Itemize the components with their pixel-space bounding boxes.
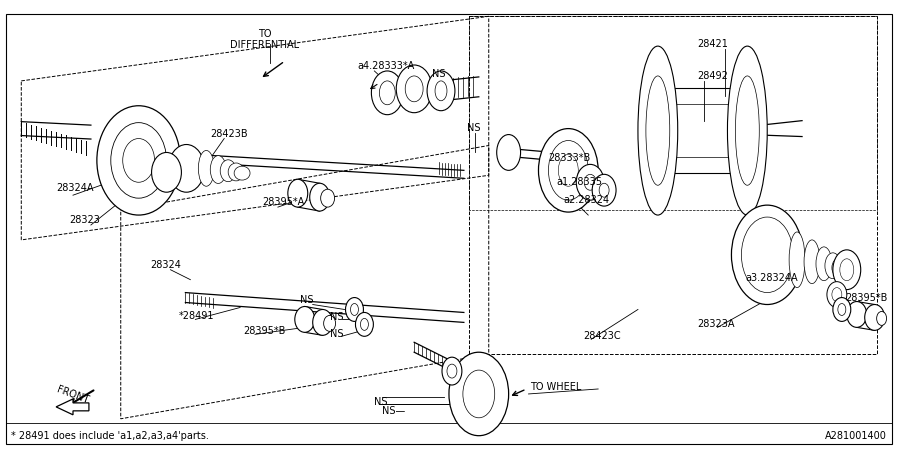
- Text: 28492: 28492: [698, 71, 728, 81]
- Ellipse shape: [838, 303, 846, 315]
- Ellipse shape: [312, 310, 333, 335]
- Ellipse shape: [827, 282, 847, 307]
- Ellipse shape: [288, 179, 308, 207]
- Ellipse shape: [840, 259, 854, 281]
- Ellipse shape: [447, 364, 457, 378]
- Ellipse shape: [229, 163, 244, 181]
- Ellipse shape: [735, 76, 760, 185]
- Text: NS: NS: [374, 397, 388, 407]
- Ellipse shape: [405, 76, 423, 102]
- Ellipse shape: [816, 247, 832, 281]
- Ellipse shape: [584, 174, 596, 190]
- Ellipse shape: [324, 315, 336, 331]
- Text: NS: NS: [329, 329, 343, 339]
- Text: 28395*B: 28395*B: [243, 326, 285, 336]
- Ellipse shape: [865, 305, 885, 330]
- Ellipse shape: [877, 311, 886, 325]
- Ellipse shape: [558, 154, 579, 186]
- Text: *28491: *28491: [178, 311, 214, 321]
- Ellipse shape: [379, 81, 395, 105]
- Ellipse shape: [295, 306, 315, 333]
- Polygon shape: [56, 399, 89, 415]
- Ellipse shape: [732, 205, 803, 305]
- Text: 28324A: 28324A: [56, 183, 94, 193]
- Ellipse shape: [211, 156, 226, 184]
- Text: NS: NS: [300, 295, 313, 305]
- Ellipse shape: [234, 166, 250, 180]
- Ellipse shape: [825, 253, 841, 279]
- Ellipse shape: [832, 288, 842, 302]
- Text: a4.28333*A: a4.28333*A: [357, 61, 415, 71]
- Text: 28395*B: 28395*B: [845, 292, 887, 302]
- Ellipse shape: [847, 302, 867, 327]
- Ellipse shape: [638, 46, 678, 215]
- Ellipse shape: [742, 217, 793, 292]
- Text: TO: TO: [258, 29, 272, 39]
- Text: * 28491 does include 'a1,a2,a3,a4'parts.: * 28491 does include 'a1,a2,a3,a4'parts.: [12, 431, 209, 441]
- Ellipse shape: [463, 370, 495, 418]
- Text: NS: NS: [432, 69, 446, 79]
- Text: a2.28324: a2.28324: [563, 195, 609, 205]
- Text: 28324: 28324: [150, 260, 182, 270]
- Ellipse shape: [576, 164, 604, 200]
- Ellipse shape: [320, 189, 335, 207]
- Ellipse shape: [832, 250, 860, 290]
- Ellipse shape: [548, 140, 589, 200]
- Ellipse shape: [832, 258, 848, 278]
- Ellipse shape: [372, 71, 403, 115]
- Ellipse shape: [497, 135, 520, 171]
- Text: 28323: 28323: [69, 215, 100, 225]
- Ellipse shape: [356, 312, 373, 336]
- Ellipse shape: [599, 183, 609, 197]
- Text: 28423B: 28423B: [211, 129, 248, 139]
- Ellipse shape: [151, 153, 182, 192]
- Ellipse shape: [198, 150, 214, 186]
- Ellipse shape: [538, 129, 598, 212]
- Text: DIFFERENTIAL: DIFFERENTIAL: [230, 40, 300, 50]
- Ellipse shape: [449, 352, 508, 436]
- Ellipse shape: [727, 46, 767, 215]
- Ellipse shape: [435, 81, 447, 101]
- Ellipse shape: [442, 357, 462, 385]
- Ellipse shape: [122, 139, 155, 182]
- Text: 28333*B: 28333*B: [548, 153, 590, 163]
- Text: 28421: 28421: [698, 39, 728, 49]
- Ellipse shape: [346, 297, 364, 321]
- Ellipse shape: [832, 297, 850, 321]
- Ellipse shape: [789, 232, 805, 288]
- Ellipse shape: [396, 65, 432, 112]
- Text: a1.28335: a1.28335: [556, 177, 602, 187]
- Text: 28323A: 28323A: [698, 320, 735, 329]
- Text: NS: NS: [329, 312, 343, 323]
- Ellipse shape: [428, 71, 454, 111]
- Text: TO WHEEL: TO WHEEL: [530, 382, 582, 392]
- Ellipse shape: [220, 160, 236, 182]
- Ellipse shape: [350, 303, 358, 315]
- Text: a3.28324A: a3.28324A: [745, 273, 798, 283]
- Text: NS: NS: [467, 122, 481, 133]
- Text: 28395*A: 28395*A: [262, 197, 304, 207]
- Ellipse shape: [646, 76, 670, 185]
- Ellipse shape: [97, 106, 180, 215]
- Ellipse shape: [111, 123, 166, 198]
- Ellipse shape: [804, 240, 820, 284]
- Ellipse shape: [592, 174, 617, 206]
- Ellipse shape: [168, 144, 204, 192]
- Text: FRONT: FRONT: [56, 384, 90, 405]
- Text: A281001400: A281001400: [824, 431, 886, 441]
- Text: NS—: NS—: [382, 406, 406, 416]
- Ellipse shape: [360, 319, 368, 330]
- Text: 28423C: 28423C: [583, 331, 621, 341]
- Ellipse shape: [310, 183, 329, 211]
